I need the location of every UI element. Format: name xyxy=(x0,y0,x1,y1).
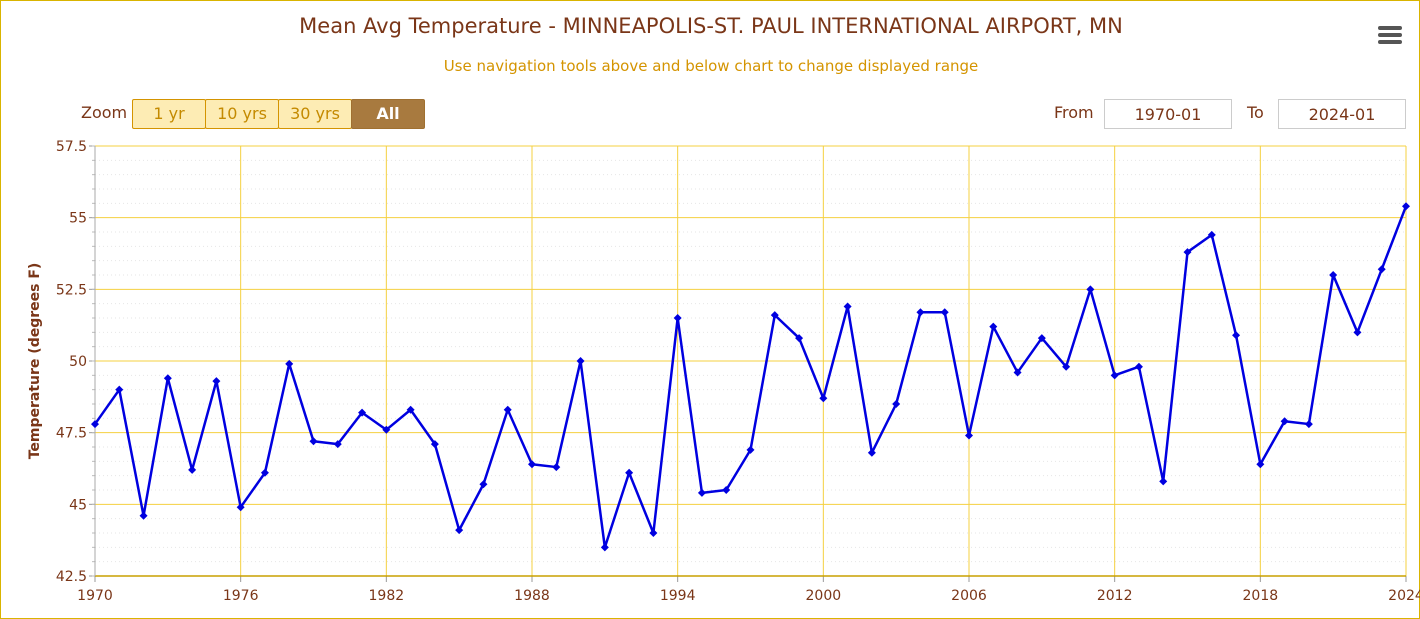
to-date-input[interactable] xyxy=(1278,99,1406,129)
chart-title: Mean Avg Temperature - MINNEAPOLIS-ST. P… xyxy=(299,14,1123,38)
zoom-label: Zoom xyxy=(81,103,128,122)
zoom-1yr-button[interactable]: 1 yr xyxy=(132,99,206,129)
from-label: From xyxy=(1054,103,1094,122)
from-date-input[interactable] xyxy=(1104,99,1232,129)
zoom-30yrs-button[interactable]: 30 yrs xyxy=(278,99,352,129)
zoom-10yrs-button[interactable]: 10 yrs xyxy=(205,99,279,129)
to-label: To xyxy=(1247,103,1264,122)
chart-subtitle: Use navigation tools above and below cha… xyxy=(443,57,979,75)
zoom-all-button[interactable]: All xyxy=(351,99,425,129)
hamburger-menu-icon[interactable] xyxy=(1378,26,1402,46)
